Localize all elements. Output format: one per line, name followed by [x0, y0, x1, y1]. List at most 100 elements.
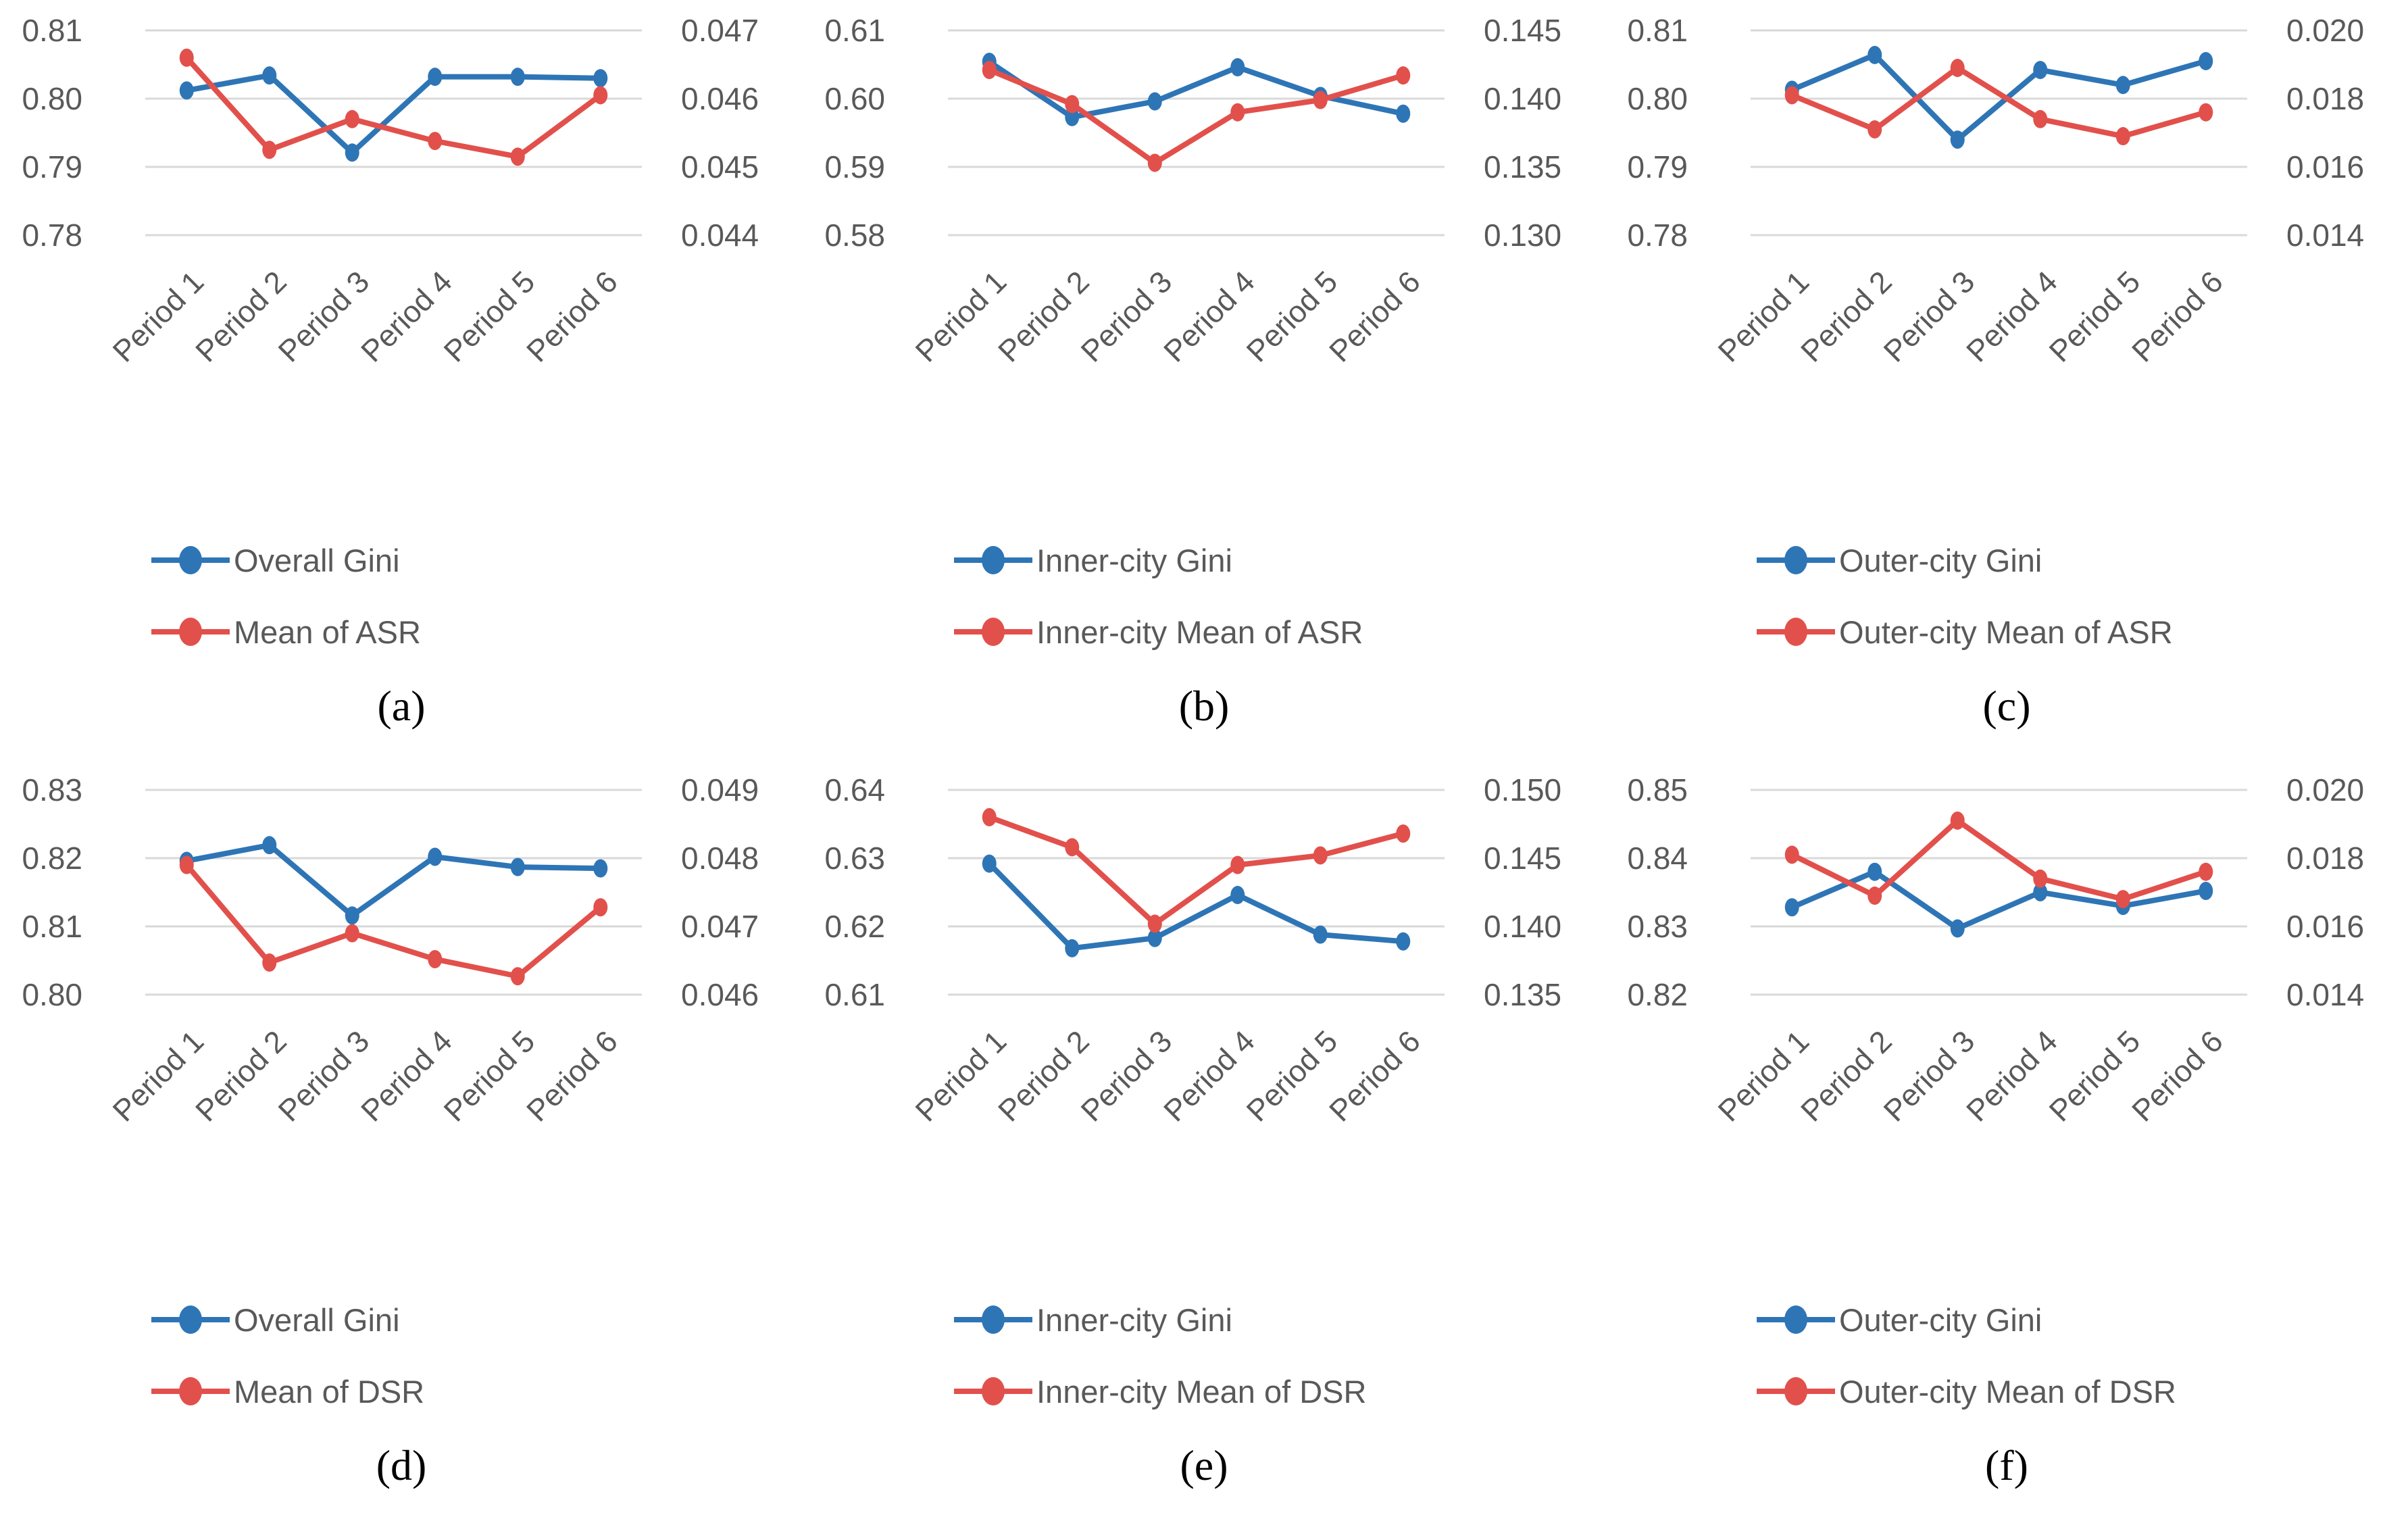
data-point: [1230, 886, 1245, 905]
right-axis-tick-label: 0.046: [681, 81, 759, 116]
panel-b: 0.61 0.145 0.60 0.140 0.59 0.135 0.58 0.130 Peri…: [803, 0, 1605, 760]
x-axis-tick-label: Period 4: [1959, 1024, 2064, 1128]
legend-item-outer-mean-asr: Outer-city Mean of ASR: [1755, 603, 2173, 661]
legend-label: Outer-city Mean of ASR: [1839, 614, 2173, 650]
series-line: [1790, 818, 2207, 902]
data-point: [179, 855, 194, 874]
x-axis-tick-label: Period 1: [1711, 264, 1816, 369]
x-axis-tick-label: Period 2: [189, 264, 293, 369]
data-point: [1950, 130, 1965, 149]
left-axis-tick-label: 0.62: [824, 909, 885, 944]
series-line: [1790, 52, 2207, 143]
x-axis-tick-label: Period 3: [1074, 1024, 1179, 1128]
left-axis-tick-label: 0.60: [824, 81, 885, 116]
legend-label: Mean of ASR: [234, 614, 421, 650]
caption-a: (a): [377, 682, 426, 730]
data-point: [1867, 45, 1882, 64]
series-line: [988, 814, 1404, 926]
data-point: [593, 86, 608, 105]
data-point: [1396, 932, 1411, 951]
legend-f: Outer-city Gini Outer-city Mean of DSR: [1755, 1291, 2176, 1420]
data-point: [1950, 59, 1965, 78]
x-axis-tick-label: Period 3: [1877, 1024, 1982, 1128]
right-axis-tick-label: 0.044: [681, 218, 759, 253]
x-axis-tick-label: Period 6: [1322, 1024, 1427, 1128]
series-line: [1790, 869, 2207, 932]
data-point: [510, 68, 525, 86]
left-axis-tick-label: 0.82: [22, 841, 82, 876]
data-point: [1065, 107, 1080, 126]
right-axis-tick-label: 0.014: [2286, 977, 2364, 1012]
x-axis-tick-label: Period 5: [2042, 264, 2147, 369]
data-point: [262, 953, 277, 972]
left-axis-tick-label: 0.85: [1627, 772, 1688, 807]
data-point: [1867, 120, 1882, 139]
data-point: [1230, 103, 1245, 122]
legend-item-mean-asr: Mean of ASR: [150, 603, 421, 661]
right-axis-tick-label: 0.049: [681, 772, 759, 807]
legend-item-overall-gini: Overall Gini: [150, 1291, 424, 1349]
left-axis-tick-label: 0.81: [22, 13, 82, 48]
x-axis-tick-label: Period 5: [1240, 1024, 1345, 1128]
series-line: [988, 67, 1404, 166]
x-axis-tick-label: Period 2: [991, 1024, 1096, 1128]
panel-d: 0.83 0.049 0.82 0.048 0.81 0.047 0.80 0.046 Peri…: [0, 760, 803, 1519]
x-axis-tick-label: Period 4: [1157, 264, 1261, 369]
data-point: [262, 836, 277, 855]
legend-line-icon: [954, 1377, 1032, 1405]
data-point: [1313, 846, 1328, 865]
x-axis-tick-label: Period 2: [1794, 1024, 1899, 1128]
left-axis-tick-label: 0.83: [1627, 909, 1688, 944]
right-axis-tick-label: 0.046: [681, 977, 759, 1012]
legend-item-mean-dsr: Mean of DSR: [150, 1362, 424, 1420]
right-axis-tick-label: 0.150: [1484, 772, 1561, 807]
x-axis-tick-label: Period 4: [354, 1024, 459, 1128]
legend-line-icon: [151, 1377, 230, 1405]
data-point: [1313, 925, 1328, 944]
data-point: [1784, 898, 1799, 917]
legend-item-outer-gini: Outer-city Gini: [1755, 531, 2173, 589]
data-point: [2199, 881, 2213, 900]
data-point: [593, 859, 608, 878]
legend-line-icon: [1757, 1305, 1835, 1334]
legend-label: Inner-city Mean of ASR: [1036, 614, 1363, 650]
caption-e: (e): [1180, 1441, 1228, 1489]
legend-c: Outer-city Gini Outer-city Mean of ASR: [1755, 531, 2173, 661]
data-point: [1230, 855, 1245, 874]
legend-label: Mean of DSR: [234, 1373, 425, 1410]
panel-e: 0.64 0.150 0.63 0.145 0.62 0.140 0.61 0.135 Peri…: [803, 760, 1605, 1519]
chart-b: 0.61 0.145 0.60 0.140 0.59 0.135 0.58 0.130 Peri…: [824, 13, 1561, 369]
data-point: [1147, 153, 1162, 172]
data-point: [345, 143, 359, 162]
data-point: [1147, 928, 1162, 947]
data-point: [1950, 919, 1965, 938]
right-axis-tick-label: 0.020: [2286, 772, 2364, 807]
right-axis-tick-label: 0.135: [1484, 149, 1561, 184]
left-axis-tick-label: 0.79: [22, 149, 82, 184]
legend-label: Outer-city Mean of DSR: [1839, 1373, 2176, 1410]
series-line: [186, 72, 601, 155]
legend-line-icon: [151, 546, 230, 574]
right-axis-tick-label: 0.016: [2286, 149, 2364, 184]
data-point: [262, 66, 277, 85]
data-point: [2115, 127, 2130, 146]
x-axis-tick-label: Period 1: [909, 1024, 1013, 1128]
right-axis-tick-label: 0.018: [2286, 81, 2364, 116]
left-axis-tick-label: 0.78: [1627, 218, 1688, 253]
data-point: [1313, 91, 1328, 109]
data-point: [428, 68, 443, 86]
legend-line-icon: [1757, 618, 1835, 646]
series-line: [184, 55, 603, 159]
data-point: [2199, 51, 2213, 70]
left-axis-tick-label: 0.61: [824, 977, 885, 1012]
series-line: [987, 862, 1404, 951]
legend-label: Overall Gini: [234, 1301, 400, 1338]
data-point: [1065, 838, 1080, 857]
left-axis-tick-label: 0.82: [1627, 977, 1688, 1012]
data-point: [428, 949, 443, 968]
x-axis-tick-label: Period 5: [2042, 1024, 2147, 1128]
data-point: [1230, 58, 1245, 77]
x-axis-tick-label: Period 4: [1959, 264, 2064, 369]
legend-line-icon: [151, 1305, 230, 1334]
legend-line-icon: [954, 546, 1032, 574]
